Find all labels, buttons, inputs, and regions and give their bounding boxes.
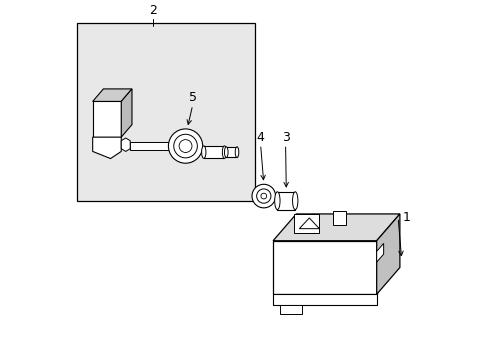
Ellipse shape: [235, 147, 238, 157]
Ellipse shape: [224, 147, 227, 157]
Polygon shape: [121, 89, 132, 137]
Polygon shape: [121, 138, 130, 152]
Bar: [130, 142, 178, 150]
Ellipse shape: [292, 192, 297, 210]
Circle shape: [256, 189, 270, 203]
Polygon shape: [294, 214, 319, 233]
Circle shape: [261, 193, 266, 199]
Ellipse shape: [201, 146, 205, 158]
Text: 3: 3: [281, 131, 289, 144]
Polygon shape: [93, 102, 121, 137]
Bar: [226, 147, 237, 157]
Text: 4: 4: [256, 131, 264, 144]
Circle shape: [168, 129, 203, 163]
Polygon shape: [299, 218, 319, 229]
Polygon shape: [272, 241, 376, 294]
Polygon shape: [93, 89, 132, 102]
Polygon shape: [272, 214, 399, 241]
Polygon shape: [376, 214, 399, 294]
Ellipse shape: [222, 146, 226, 158]
Polygon shape: [280, 305, 301, 314]
Text: 1: 1: [402, 211, 410, 224]
Ellipse shape: [177, 142, 179, 150]
Polygon shape: [272, 294, 376, 305]
Polygon shape: [333, 211, 345, 225]
Circle shape: [179, 140, 192, 153]
Bar: [277, 192, 295, 210]
Bar: [77, 23, 255, 202]
Circle shape: [251, 184, 275, 208]
Ellipse shape: [274, 192, 280, 210]
Polygon shape: [93, 137, 121, 158]
Circle shape: [173, 134, 197, 158]
Text: 5: 5: [188, 91, 196, 104]
Polygon shape: [376, 243, 383, 262]
Text: 2: 2: [149, 4, 157, 17]
Bar: [203, 146, 224, 158]
